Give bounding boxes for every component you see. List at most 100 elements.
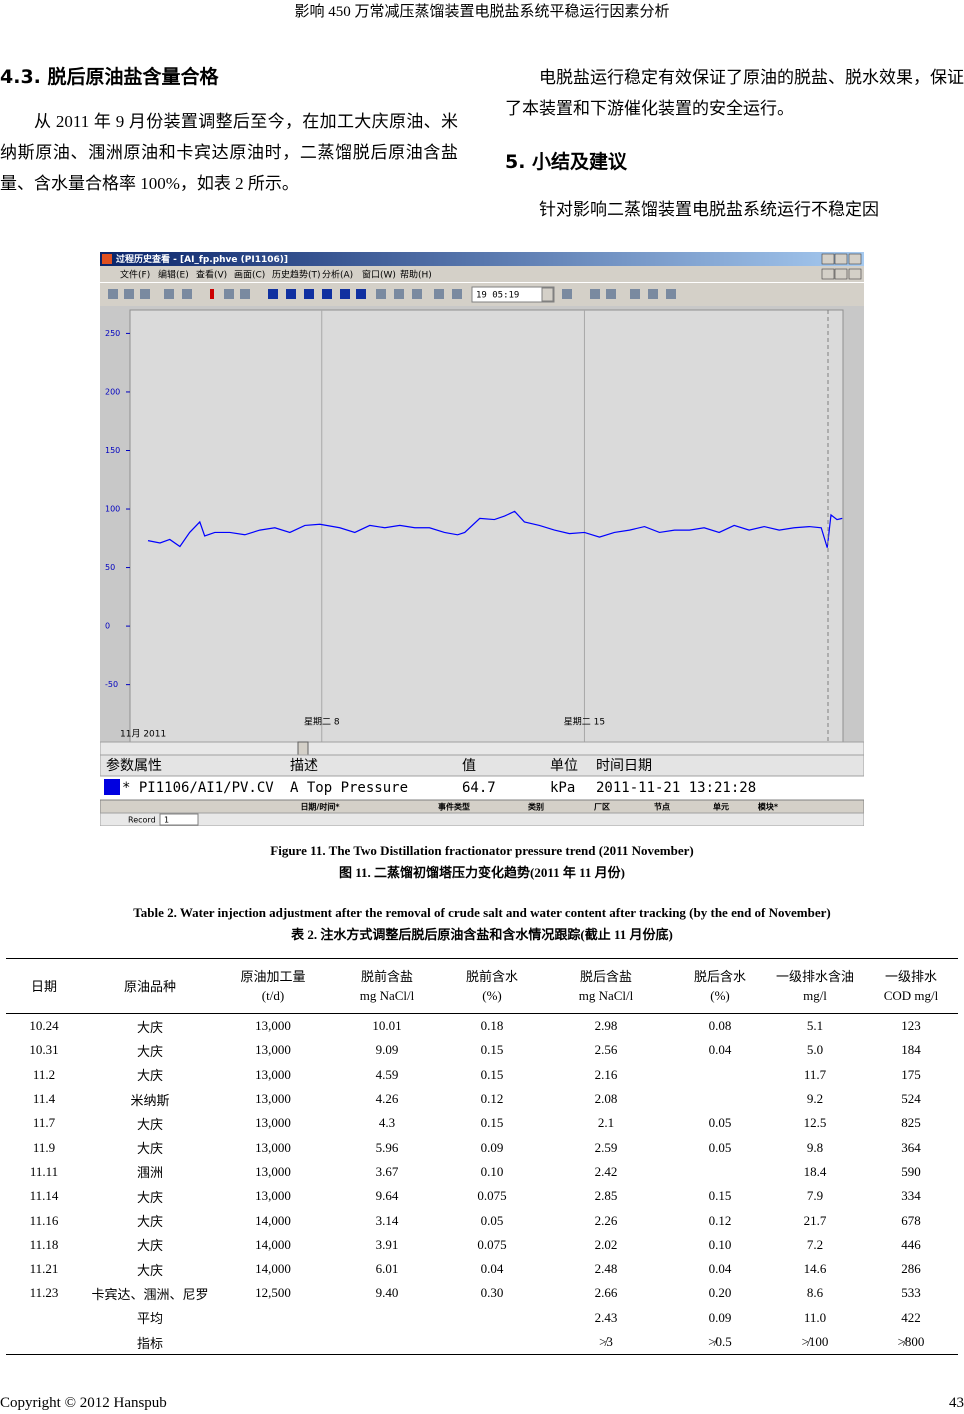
table-cell: 2.02 <box>594 1236 618 1252</box>
table-cell: 9.64 <box>375 1188 399 1204</box>
status-header-cell: 单位 <box>550 758 578 774</box>
menu-item: 编辑(E) <box>158 269 189 281</box>
scrollbar[interactable] <box>100 741 864 756</box>
table-cell: 11.9 <box>32 1139 56 1155</box>
table-cell: 0.08 <box>708 1018 732 1034</box>
table-cell: 大庆 <box>136 1262 163 1278</box>
record-value: 1 <box>164 816 169 825</box>
window-buttons[interactable] <box>821 253 862 280</box>
table-cell: 21.7 <box>803 1212 827 1228</box>
table-cell: 2.1 <box>597 1115 615 1131</box>
table-cell: 5.96 <box>375 1139 399 1155</box>
table-cell: 334 <box>901 1188 921 1204</box>
table-cell: 卡宾达、涠洲、尼罗 <box>91 1286 209 1302</box>
table-row: 指标 ≯3 ≯0.5 ≯100 ≯800 <box>6 1329 958 1356</box>
status-header-cell: 时间日期 <box>596 758 652 774</box>
table-cell: 0.12 <box>480 1091 504 1107</box>
table-cell: 175 <box>901 1066 921 1082</box>
table-cell: 2.26 <box>594 1212 618 1228</box>
record-field[interactable] <box>159 813 199 826</box>
table-cell: 422 <box>901 1309 921 1325</box>
table-cell: 8.6 <box>806 1285 824 1301</box>
table-cell <box>328 1329 446 1356</box>
table-cell: 11.2 <box>32 1066 56 1082</box>
y-tick-label: 200 <box>105 387 120 396</box>
table-cell: 11.23 <box>29 1285 59 1301</box>
table-cell: 平均 <box>136 1311 163 1327</box>
table-cell: 2.08 <box>594 1091 618 1107</box>
status-header <box>100 754 864 777</box>
scroll-thumb[interactable] <box>297 741 309 756</box>
y-tick-label: 0 <box>105 622 110 631</box>
table-cell: 0.075 <box>477 1236 507 1252</box>
column-header-line: (%) <box>710 988 730 1003</box>
column-header-line: (%) <box>482 988 502 1003</box>
table-caption-zh: 表 2. 注水方式调整后脱后原油含盐和含水情况跟踪(截止 11 月份底) <box>291 927 673 942</box>
status-header-cell: 描述 <box>290 758 318 774</box>
table-cell: 825 <box>901 1115 921 1131</box>
table-cell: 大庆 <box>136 1116 163 1132</box>
table-row: 10.31 大庆 13,000 9.09 0.15 2.56 0.04 5.0 184 <box>6 1038 958 1062</box>
record-bar <box>100 812 864 826</box>
table-cell: 0.15 <box>480 1066 504 1082</box>
column-header: 脱后含盐 mg NaCl/l <box>538 958 674 1014</box>
column-header-line: mg/l <box>803 988 827 1003</box>
trend-line <box>147 510 843 548</box>
time-field[interactable] <box>471 286 555 303</box>
y-tick-label: 100 <box>105 505 120 514</box>
table-cell: 11.0 <box>803 1309 827 1325</box>
section-heading: 4.3. 脱后原油盐含量合格 <box>0 66 219 88</box>
table-cell: 10.24 <box>29 1018 59 1034</box>
column-header-line: 一级排水含油 <box>775 969 854 984</box>
menu-item: 画面(C) <box>234 270 265 281</box>
table-cell: 123 <box>901 1018 921 1034</box>
table-cell: 4.3 <box>378 1115 396 1131</box>
table-cell: 0.05 <box>480 1212 504 1228</box>
table-cell: 2.59 <box>594 1139 618 1155</box>
table-row: 11.16 大庆 14,000 3.14 0.05 2.26 0.12 21.7 678 <box>6 1208 958 1232</box>
table-cell: 0.075 <box>477 1188 507 1204</box>
column-header-line: 原油品种 <box>123 978 176 994</box>
event-header-cell: 模块* <box>758 802 779 812</box>
table-cell: 6.01 <box>375 1261 399 1277</box>
table-row: 11.23 卡宾达、涠洲、尼罗 12,500 9.40 0.30 2.66 0.20 8.6 5… <box>6 1281 958 1305</box>
table-cell: 5.1 <box>806 1018 824 1034</box>
table-cell: 3.14 <box>375 1212 399 1228</box>
status-header-cell: 参数属性 <box>106 757 162 774</box>
column-header-line: (t/d) <box>261 988 285 1003</box>
dropdown-button[interactable] <box>541 287 554 302</box>
table-cell: 10.01 <box>372 1018 402 1034</box>
table-cell: 13,000 <box>255 1139 291 1155</box>
table-cell: 9.09 <box>375 1042 399 1058</box>
status-table: 参数属性 描述 值 单位 时间日期 * PI1106/AI1/PV.CV A Top Pre… <box>106 757 756 796</box>
toolbar-icons[interactable] <box>108 289 676 299</box>
table-cell: 14,000 <box>255 1261 291 1277</box>
menu-item: 文件(F) <box>120 269 150 281</box>
event-header <box>100 799 864 814</box>
menu-item: 帮助(H) <box>400 269 432 281</box>
x-tick-label: 星期二 8 <box>304 717 340 728</box>
page-number: 43 <box>949 1395 964 1411</box>
table-cell: 0.09 <box>480 1139 504 1155</box>
table-cell: 2.16 <box>594 1066 618 1082</box>
column-header: 脱前含水 (%) <box>446 958 538 1014</box>
y-tick-label: 50 <box>105 563 115 572</box>
column-header-line: mg NaCl/l <box>359 988 415 1003</box>
menu-item: 查看(V) <box>196 269 227 281</box>
table-cell: 364 <box>901 1139 921 1155</box>
table-row: 11.18 大庆 14,000 3.91 0.075 2.02 0.10 7.2 446 <box>6 1233 958 1257</box>
table-cell: 3.91 <box>375 1236 399 1252</box>
figure-caption-en: Figure 11. The Two Distillation fraction… <box>270 843 694 858</box>
table-cell: ≯100 <box>766 1329 864 1356</box>
table-cell: 11.18 <box>29 1236 59 1252</box>
event-header-cell: 日期/时间* <box>300 802 340 812</box>
table-cell: 5.0 <box>806 1042 824 1058</box>
table-cell: ≯800 <box>864 1329 958 1356</box>
event-header-cell: 节点 <box>654 802 670 812</box>
table-cell: 大庆 <box>136 1238 163 1254</box>
table-row: 11.9 大庆 13,000 5.96 0.09 2.59 0.05 9.8 364 <box>6 1135 958 1159</box>
column-header-line: 日期 <box>30 978 57 994</box>
table-cell: 14,000 <box>255 1212 291 1228</box>
table-cell: ≯3 <box>538 1329 674 1356</box>
table-cell: 13,000 <box>255 1042 291 1058</box>
